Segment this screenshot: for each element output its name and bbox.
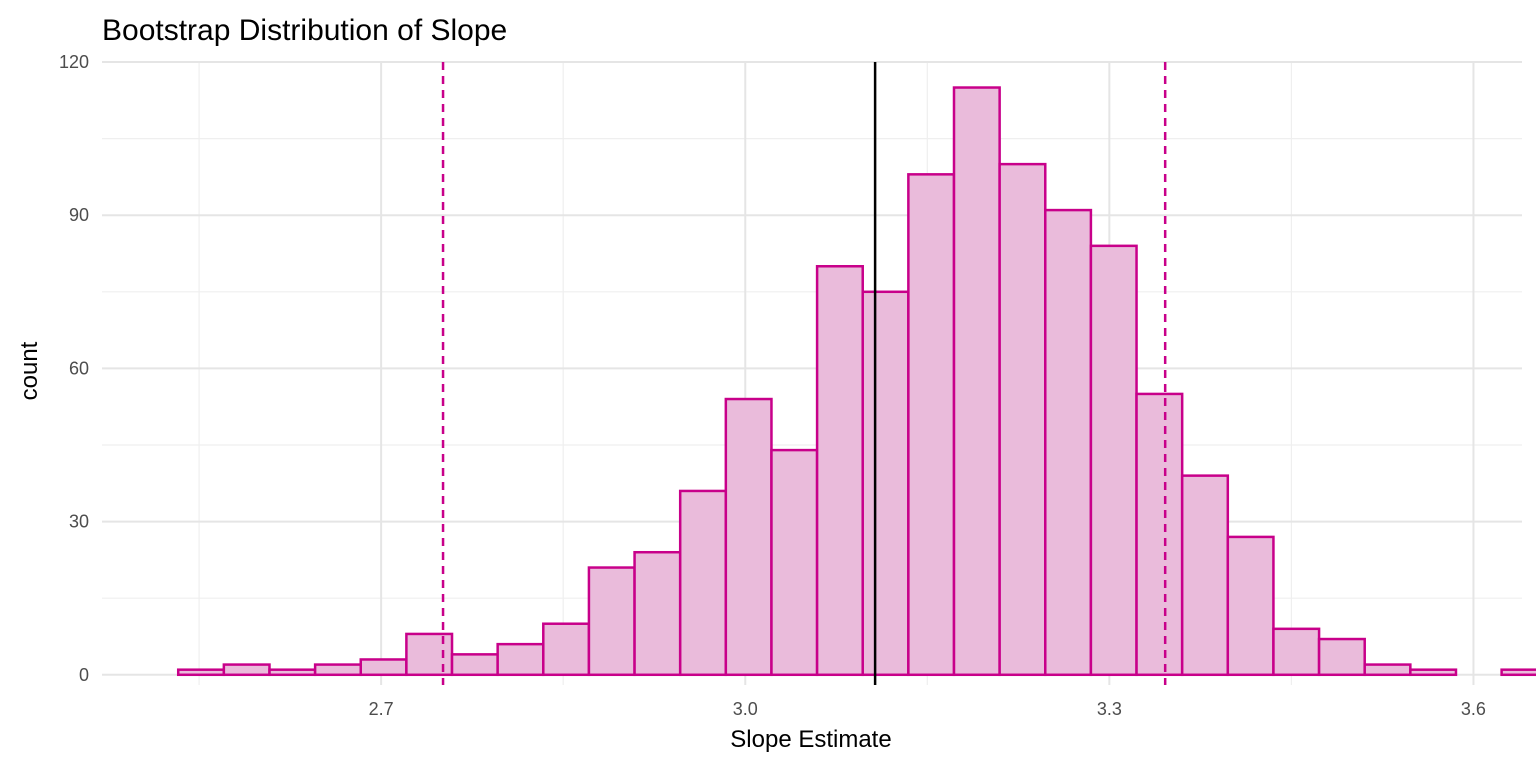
chart-title: Bootstrap Distribution of Slope: [102, 14, 507, 47]
histogram-bar: [1272, 627, 1321, 677]
histogram-bar: [1363, 663, 1412, 677]
y-tick-label: 30: [69, 512, 89, 532]
histogram-bar: [1180, 474, 1230, 677]
histogram-bar: [678, 489, 728, 677]
x-tick-label: 3.3: [1097, 699, 1122, 719]
y-tick-label: 90: [69, 205, 89, 225]
histogram-bar: [861, 290, 910, 677]
histogram-bar: [587, 566, 636, 677]
histogram-bar: [405, 632, 454, 677]
histogram-bar: [268, 668, 317, 677]
reference-lines: [441, 62, 1167, 685]
histogram-bar: [1226, 535, 1275, 677]
histogram-bar: [1409, 668, 1458, 677]
histogram-bar: [724, 397, 773, 677]
y-tick-label: 120: [59, 52, 89, 72]
histogram-bar: [633, 550, 682, 677]
histogram-bar: [952, 86, 1001, 677]
histogram-bar: [1044, 208, 1093, 677]
y-axis-title: count: [16, 341, 43, 400]
histogram-bar: [815, 265, 864, 677]
histogram-bar: [1135, 392, 1184, 677]
x-tick-label: 3.6: [1461, 699, 1486, 719]
y-tick-label: 0: [79, 665, 89, 685]
histogram-bar: [359, 658, 408, 677]
x-axis-title: Slope Estimate: [730, 726, 891, 753]
histogram-bar: [1317, 637, 1366, 677]
histogram-bar: [998, 162, 1047, 677]
histogram-bar: [496, 642, 545, 677]
histogram-bar: [1089, 244, 1138, 677]
histogram-bar: [907, 173, 956, 677]
histogram-bar: [222, 663, 271, 677]
histogram-bars: [176, 86, 1536, 677]
histogram-bar: [450, 653, 499, 677]
histogram-bar: [1500, 668, 1536, 677]
y-tick-label: 60: [69, 358, 89, 378]
x-tick-label: 3.0: [733, 699, 758, 719]
histogram-bar: [313, 663, 363, 677]
histogram-bar: [176, 668, 226, 677]
x-tick-label: 2.7: [369, 699, 394, 719]
histogram-bar: [542, 622, 591, 677]
x-axis-ticks: 2.7 3.0 3.3 3.6: [369, 699, 1486, 719]
y-axis-ticks: 0 30 60 90 120: [59, 52, 89, 685]
grid-lines: [102, 61, 1522, 685]
histogram-bar: [770, 448, 819, 677]
